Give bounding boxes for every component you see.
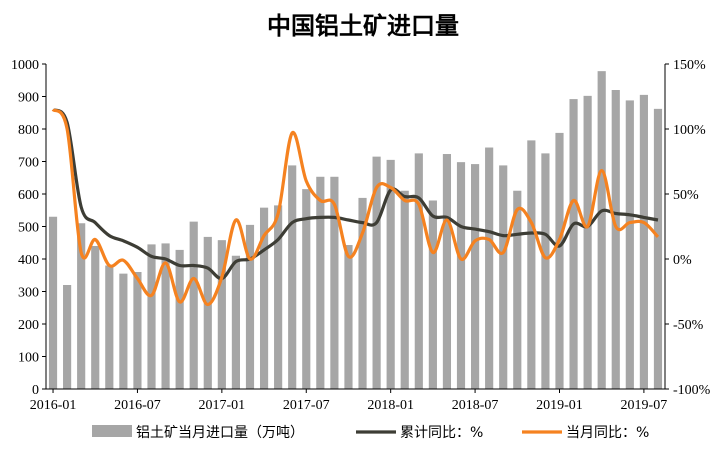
x-tick-label: 2017-07 xyxy=(283,398,330,413)
bar-2018-11 xyxy=(527,140,536,390)
bar-2019-03 xyxy=(583,95,592,389)
bar-2018-04 xyxy=(428,200,437,389)
chart-title: 中国铝土矿进口量 xyxy=(267,12,459,40)
bar-2019-08 xyxy=(653,108,663,389)
bar-2016-10 xyxy=(175,249,184,389)
bar-2017-02 xyxy=(231,255,240,389)
bar-2016-01 xyxy=(48,216,58,389)
right-tick-label: -100% xyxy=(673,383,711,398)
bar-2016-12 xyxy=(203,236,212,389)
bar-2019-05 xyxy=(611,90,620,389)
left-tick-label: 600 xyxy=(18,188,39,203)
legend-label-cumulative: 累计同比：% xyxy=(400,425,483,441)
left-tick-label: 400 xyxy=(18,253,39,268)
left-tick-label: 100 xyxy=(18,351,39,366)
x-tick-label: 2018-07 xyxy=(452,398,499,413)
x-tick-label: 2018-01 xyxy=(367,398,414,413)
bar-2017-08 xyxy=(316,176,325,389)
right-tick-label: 0% xyxy=(673,253,692,268)
right-tick-label: 150% xyxy=(673,58,706,73)
x-tick-label: 2019-01 xyxy=(536,398,583,413)
bar-2018-02 xyxy=(400,190,409,389)
bar-2019-04 xyxy=(597,71,606,390)
left-tick-label: 900 xyxy=(18,91,39,106)
legend: 铝土矿当月进口量（万吨） 累计同比：% 当月同比：% xyxy=(92,425,649,441)
bar-2017-06 xyxy=(288,165,297,389)
left-tick-label: 700 xyxy=(18,156,39,171)
right-tick-label: 100% xyxy=(673,123,706,138)
legend-label-bar: 铝土矿当月进口量（万吨） xyxy=(136,425,304,441)
bar-2017-10 xyxy=(344,245,353,389)
x-tick-label: 2017-01 xyxy=(199,398,246,413)
bar-2016-06 xyxy=(119,273,128,390)
bar-2018-12 xyxy=(541,153,550,390)
bar-2018-09 xyxy=(499,165,508,389)
bar-2016-07 xyxy=(133,272,142,389)
bar-2017-11 xyxy=(358,197,367,389)
bars-layer xyxy=(48,71,663,390)
bar-2018-03 xyxy=(414,153,423,390)
bar-2016-09 xyxy=(161,243,170,389)
bar-2017-03 xyxy=(245,224,255,390)
bar-2017-07 xyxy=(302,189,311,390)
left-tick-label: 200 xyxy=(18,318,39,333)
legend-swatch-bar xyxy=(92,425,132,437)
bar-2016-11 xyxy=(189,221,198,390)
left-tick-label: 800 xyxy=(18,123,39,138)
bar-2017-09 xyxy=(330,176,339,389)
left-tick-label: 500 xyxy=(18,221,39,236)
axes-layer: 0 100 200 300 400 500 600 700 800 900 1000 -100% -50… xyxy=(11,58,711,413)
bar-2019-06 xyxy=(625,100,634,390)
bar-2018-01 xyxy=(386,159,395,390)
right-tick-label: 50% xyxy=(673,188,699,203)
left-tick-label: 0 xyxy=(32,383,39,398)
bar-2017-04 xyxy=(259,207,269,389)
bar-2019-02 xyxy=(569,99,578,389)
bar-2018-07 xyxy=(471,164,480,389)
bar-2018-06 xyxy=(456,162,466,389)
bar-2016-04 xyxy=(91,246,100,389)
x-tick-label: 2016-01 xyxy=(30,398,77,413)
bar-2017-05 xyxy=(274,205,283,389)
right-tick-label: -50% xyxy=(673,318,704,333)
bar-2016-05 xyxy=(105,265,114,389)
bar-2019-07 xyxy=(639,94,648,390)
bar-2018-10 xyxy=(513,190,522,389)
lines-layer xyxy=(51,108,660,307)
left-tick-label: 300 xyxy=(18,286,39,301)
legend-label-monthly: 当月同比：% xyxy=(566,425,649,441)
series-line-monthly-yoy xyxy=(51,108,660,307)
bar-2018-08 xyxy=(485,147,494,389)
bar-2018-05 xyxy=(442,154,452,389)
left-tick-label: 1000 xyxy=(11,58,39,73)
bar-2017-01 xyxy=(217,240,226,389)
bar-2017-12 xyxy=(372,156,381,390)
bar-2016-03 xyxy=(77,223,86,389)
bar-2016-02 xyxy=(63,285,72,389)
bar-2016-08 xyxy=(147,244,156,390)
bar-2019-01 xyxy=(555,132,564,389)
x-tick-label: 2019-07 xyxy=(621,398,668,413)
x-tick-label: 2016-07 xyxy=(114,398,161,413)
